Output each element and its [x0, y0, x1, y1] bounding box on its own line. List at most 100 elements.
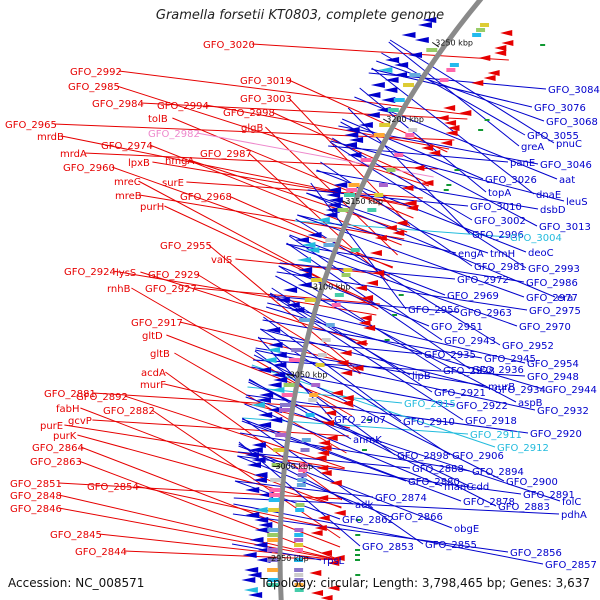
gene-label-reverse: dsbD [540, 205, 566, 216]
forward-gene-arrow [443, 105, 456, 111]
gene-label-reverse: GFO_3055 [527, 131, 579, 142]
gene-label-forward: fabH [56, 404, 80, 415]
leader-line [179, 321, 363, 367]
reverse-gene-arrow [297, 257, 312, 263]
forward-gene-arrow [384, 225, 397, 231]
gene-label-reverse: GFO_2888 [412, 464, 464, 475]
reverse-gene-arrow [370, 82, 385, 88]
leader-line [257, 337, 423, 355]
cog-category-block [269, 493, 281, 497]
leader-line [58, 507, 341, 561]
leader-line [253, 354, 505, 482]
cog-category-block [294, 568, 304, 572]
gene-label-reverse: GFO_2932 [537, 406, 589, 417]
gene-label-reverse: rpsL [323, 556, 345, 567]
reverse-gene-arrow [271, 372, 286, 378]
forward-gene-arrow [494, 50, 507, 56]
forward-gene-arrow [319, 445, 332, 451]
gene-label-reverse: GFO_3068 [546, 117, 598, 128]
cog-category-block [311, 278, 323, 282]
leader-line [341, 118, 484, 180]
gene-label-reverse: GFO_3084 [548, 85, 600, 96]
forward-gene-arrow [325, 435, 338, 441]
reverse-gene-arrow [251, 442, 266, 448]
leader-line [98, 533, 341, 561]
rna-mark [540, 44, 546, 46]
gene-label-forward: GFO_2998 [223, 108, 275, 119]
leader-line [58, 494, 341, 561]
gene-label-reverse: GFO_2996 [472, 230, 524, 241]
reverse-gene-arrow [272, 362, 287, 368]
leader-line [80, 407, 342, 509]
position-ticks: 3250 kbp 3200 kbp 3150 kbp 3100 kbp 3050 kbp… [268, 38, 473, 563]
cog-category-block [480, 23, 490, 27]
gene-label-reverse: GFO_2963 [460, 308, 512, 319]
gene-label-reverse: GFO_2969 [447, 291, 499, 302]
gene-label-reverse: GFO_2945 [484, 354, 536, 365]
forward-gene-arrow [339, 350, 352, 356]
gene-label-forward: mrdB [37, 132, 64, 143]
gene-label-forward: mrdA [60, 149, 87, 160]
leader-line [139, 194, 405, 240]
leader-line [237, 455, 390, 517]
forward-gene-arrow [327, 585, 340, 591]
gene-label-reverse: topA [488, 188, 511, 199]
gene-label-reverse: engA [458, 249, 484, 260]
forward-gene-arrow [440, 140, 453, 146]
forward-gene-arrow [341, 395, 354, 401]
gene-label-reverse: adk [355, 500, 373, 511]
cog-category-block [360, 158, 372, 162]
leader-line [228, 195, 393, 269]
forward-gene-arrow [445, 130, 458, 136]
reverse-gene-arrow [245, 487, 260, 493]
leader-line [252, 359, 526, 377]
leader-line [186, 181, 423, 199]
gene-label-reverse: era [557, 293, 573, 304]
leader-line [151, 409, 341, 539]
forward-gene-arrow [322, 420, 335, 426]
forward-gene-arrow [395, 220, 408, 226]
gene-label-reverse: GFO_2883 [498, 502, 550, 513]
leader-line [269, 295, 459, 313]
cog-category-block [283, 383, 295, 387]
leader-line [138, 180, 379, 310]
cog-category-block [344, 193, 356, 197]
reverse-gene-arrow [394, 62, 409, 68]
reverse-gene-arrow [349, 137, 364, 143]
gene-label-reverse: GFO_3002 [474, 216, 526, 227]
gene-label-reverse: GFO_2911 [470, 430, 522, 441]
cog-category-block [350, 248, 360, 252]
reverse-gene-arrow [267, 382, 282, 388]
gene-label-forward: GFO_2917 [131, 318, 183, 329]
cog-category-block [279, 403, 291, 407]
forward-gene-arrow [428, 150, 441, 156]
gene-label-forward: GFO_2863 [30, 457, 82, 468]
cog-category-block [343, 268, 353, 272]
gene-label-reverse: GFO_2912 [497, 443, 549, 454]
gene-label-forward: GFO_3020 [203, 40, 255, 51]
leader-line [149, 144, 402, 246]
cog-category-block [337, 208, 349, 212]
leader-line [205, 104, 450, 150]
forward-gene-arrow [374, 235, 387, 241]
cog-category-block [300, 448, 310, 452]
reverse-gene-arrow [270, 387, 285, 393]
cog-category-block [294, 538, 304, 542]
cog-category-block [294, 588, 304, 592]
gene-label-forward: GFO_2892 [76, 392, 128, 403]
gene-label-reverse: pnuC [556, 139, 582, 150]
cog-category-block [346, 188, 358, 192]
leader-line [64, 424, 345, 470]
rna-mark [446, 184, 452, 186]
leader-line [289, 234, 446, 296]
gene-label-reverse: GFO_2970 [519, 322, 571, 333]
cog-category-block [325, 323, 335, 327]
gene-label-reverse: obgE [454, 524, 479, 535]
leader-line [234, 480, 374, 498]
leader-line [172, 117, 414, 219]
gene-label-reverse: GFO_2866 [391, 512, 443, 523]
forward-gene-arrow [330, 390, 343, 396]
leader-line [208, 244, 362, 374]
cog-category-block [394, 153, 404, 157]
